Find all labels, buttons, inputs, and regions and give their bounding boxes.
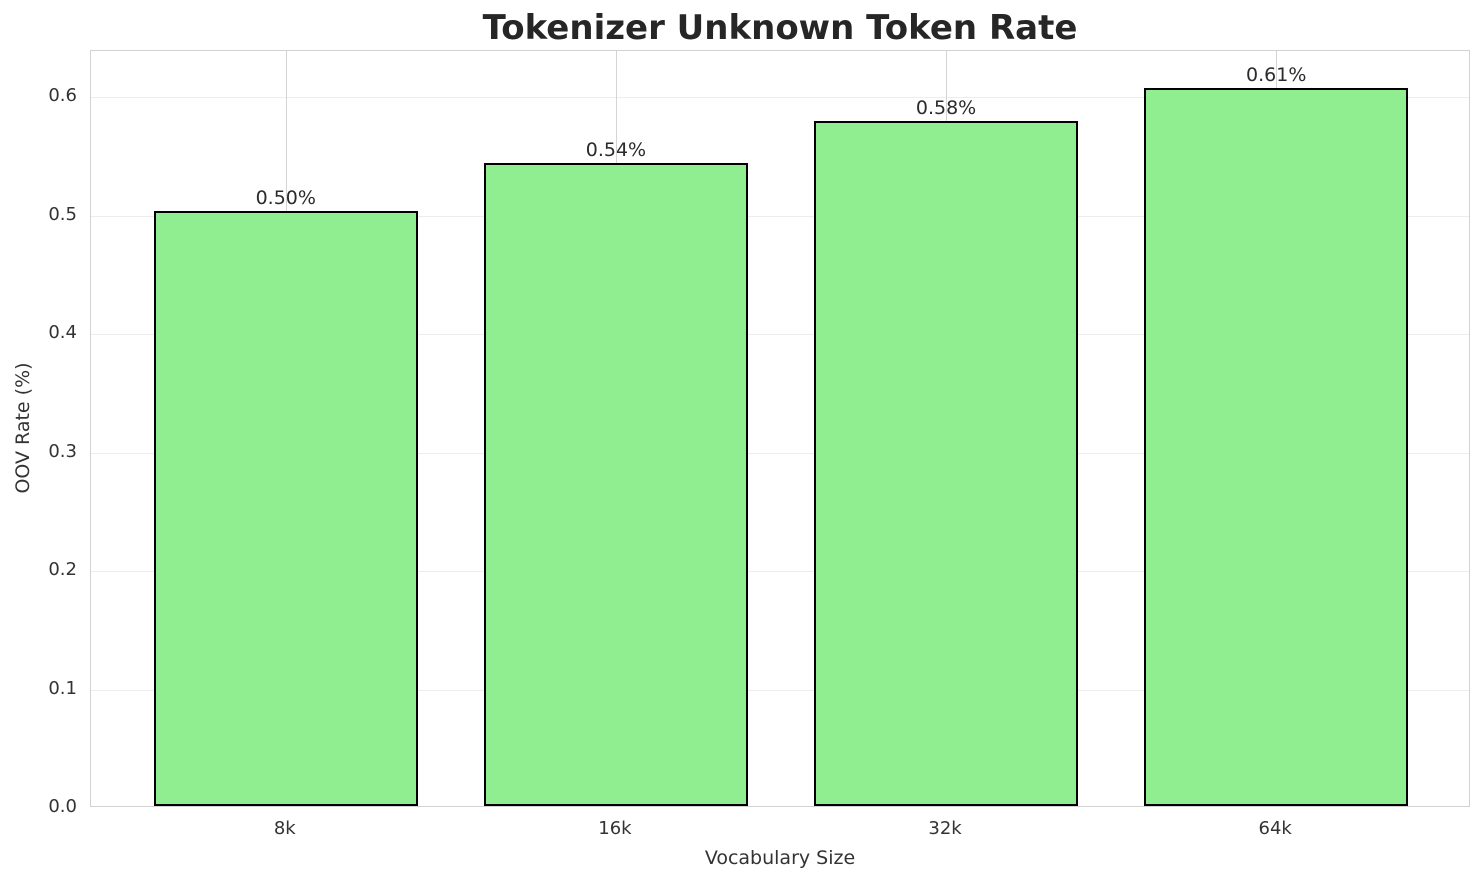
bar-16k [483, 162, 748, 806]
bar-64k [1144, 88, 1409, 806]
bar-value-label: 0.50% [255, 187, 316, 210]
y-tick-label: 0.0 [48, 796, 77, 817]
h-gridline [91, 689, 1469, 691]
x-tick-label: 8k [273, 818, 296, 839]
y-tick-label: 0.1 [48, 677, 77, 699]
h-gridline [91, 215, 1469, 217]
x-tick-label: 16k [598, 818, 632, 839]
h-gridline [91, 571, 1469, 573]
y-tick-label: 0.5 [48, 203, 77, 225]
bar-value-label: 0.58% [915, 97, 977, 120]
x-tick-label: 64k [1258, 818, 1292, 839]
y-tick-label: 0.6 [48, 85, 77, 107]
h-gridline [91, 452, 1469, 454]
bar-32k [814, 121, 1079, 806]
plot-inner: 0.50% 0.54% 0.58% 0.61% [91, 51, 1469, 806]
x-tick-label: 32k [928, 818, 962, 839]
h-gridline [91, 97, 1469, 99]
x-axis-label: Vocabulary Size [704, 847, 856, 869]
plot-area: 0.50% 0.54% 0.58% 0.61% [90, 50, 1470, 807]
y-tick-label: 0.4 [48, 322, 77, 344]
bar-value-label: 0.54% [585, 138, 647, 161]
y-tick-label: 0.2 [48, 559, 77, 581]
bar-8k [153, 211, 418, 806]
chart-title: Tokenizer Unknown Token Rate [482, 8, 1078, 48]
bar-value-label: 0.61% [1246, 64, 1307, 87]
y-axis-label-text: OOV Rate (%) [12, 362, 34, 494]
y-tick-label: 0.3 [48, 440, 77, 462]
h-gridline [91, 334, 1469, 336]
